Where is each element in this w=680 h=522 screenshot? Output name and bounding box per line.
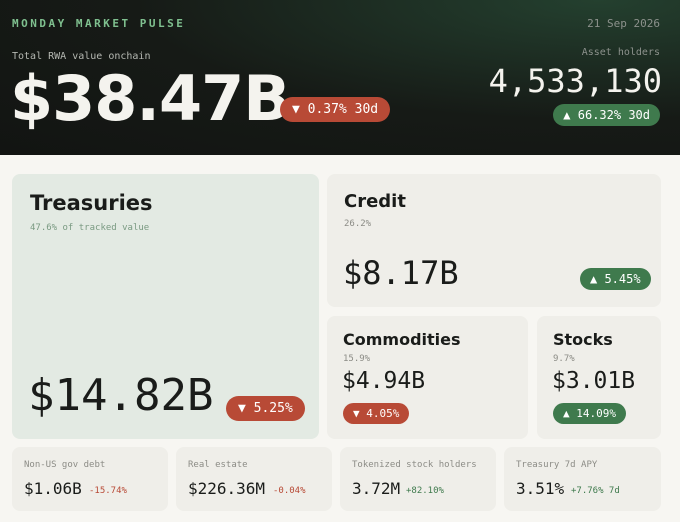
card-name: Stocks: [553, 330, 613, 349]
card-value: $3.01B: [552, 368, 636, 394]
header: MONDAY MARKET PULSE 21 Sep 2026 Total RW…: [0, 0, 680, 155]
card-value: $14.82B: [28, 370, 214, 421]
holders-label: Asset holders: [581, 47, 660, 58]
card-change: ▼ 5.25%: [226, 396, 305, 421]
date: 21 Sep 2026: [587, 17, 660, 30]
card-name: Commodities: [343, 330, 461, 349]
stat-change: -15.74%: [89, 486, 127, 496]
card-name: Treasuries: [30, 191, 153, 215]
card-share: 26.2%: [344, 219, 372, 229]
stat-card: Treasury 7d APY 3.51% +7.76% 7d: [504, 447, 661, 511]
card-share: 15.9%: [343, 354, 371, 364]
card: Credit 26.2% $8.17B ▲ 5.45%: [327, 174, 661, 307]
card: Stocks 9.7% $3.01B ▲ 14.09%: [537, 316, 661, 439]
stat-change: -0.04%: [273, 486, 306, 496]
stat-label: Treasury 7d APY: [516, 460, 598, 470]
total-change: ▼ 0.37% 30d: [280, 97, 391, 122]
stat-label: Non-US gov debt: [24, 460, 106, 470]
total-label: Total RWA value onchain: [12, 51, 151, 62]
stat-card: Non-US gov debt $1.06B -15.74%: [12, 447, 168, 511]
holders-change: ▲ 66.32% 30d: [553, 104, 660, 126]
stat-label: Tokenized stock holders: [352, 460, 477, 470]
card-change: ▲ 14.09%: [553, 403, 626, 424]
stat-value: $1.06B: [24, 479, 82, 498]
holders-value: 4,533,130: [488, 62, 662, 100]
stat-card: Tokenized stock holders 3.72M +82.10%: [340, 447, 496, 511]
stat-label: Real estate: [188, 460, 248, 470]
card-value: $8.17B: [343, 254, 459, 292]
stat-change: +82.10%: [406, 486, 444, 496]
card-change: ▼ 4.05%: [343, 403, 410, 424]
card-change: ▲ 5.45%: [580, 268, 651, 290]
card: Commodities 15.9% $4.94B ▼ 4.05%: [327, 316, 528, 439]
stat-value: $226.36M: [188, 479, 266, 498]
card-value: $4.94B: [342, 368, 426, 394]
card: Treasuries 47.6% of tracked value $14.82…: [12, 174, 319, 439]
title: MONDAY MARKET PULSE: [12, 17, 186, 30]
stat-card: Real estate $226.36M -0.04%: [176, 447, 332, 511]
stat-value: 3.51%: [516, 479, 565, 498]
card-name: Credit: [344, 191, 406, 212]
total-value: $38.47B: [10, 62, 291, 135]
stat-value: 3.72M: [352, 479, 401, 498]
stat-change: +7.76% 7d: [571, 486, 620, 496]
card-share: 47.6% of tracked value: [30, 223, 150, 233]
card-share: 9.7%: [553, 354, 575, 364]
